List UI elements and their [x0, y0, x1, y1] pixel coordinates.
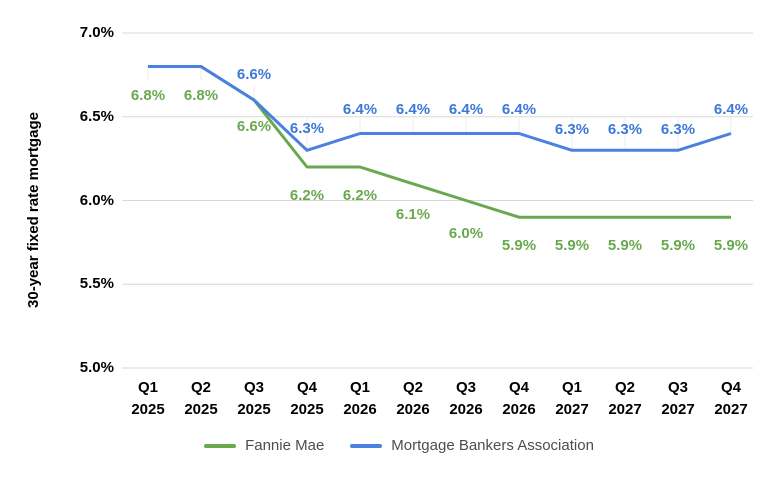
y-tick-label: 5.0%: [79, 359, 114, 376]
x-tick-label: Q4 2027: [714, 379, 748, 418]
data-label-fannie-mae: 6.1%: [395, 205, 431, 223]
data-label-fannie-mae: 5.9%: [501, 237, 537, 255]
series-line-mortgage-bankers-association: [148, 65, 732, 152]
data-label-mortgage-bankers: 6.4%: [342, 101, 378, 118]
x-tick-label: Q1 2025: [131, 379, 165, 418]
x-tick-label: Q4 2026: [502, 379, 536, 418]
mortgage-bankers-series-swatch-icon: [350, 444, 383, 448]
y-tick-label: 7.0%: [79, 24, 114, 41]
x-tick-label: Q3 2025: [237, 379, 271, 418]
legend-label-mortgage-bankers-association: Mortgage Bankers Association: [391, 437, 594, 454]
data-label-mortgage-bankers: 6.6%: [236, 66, 272, 83]
data-label-mortgage-bankers: 6.4%: [713, 100, 749, 118]
x-tick-label: Q3 2026: [449, 379, 483, 418]
fannie-mae-series-swatch-icon: [204, 444, 237, 448]
data-label-fannie-mae: 5.9%: [554, 237, 590, 255]
x-tick-label: Q3 2027: [661, 379, 695, 418]
data-label-fannie-mae: 6.2%: [289, 186, 325, 204]
data-label-fannie-mae: 5.9%: [607, 237, 643, 255]
data-label-fannie-mae: 5.9%: [713, 237, 749, 255]
x-tick-label: Q1 2027: [555, 379, 589, 418]
data-label-fannie-mae: 6.8%: [183, 86, 219, 104]
x-tick-label: Q2 2026: [396, 379, 430, 418]
data-label-mortgage-bankers: 6.3%: [554, 121, 590, 139]
data-label-mortgage-bankers: 6.3%: [660, 121, 696, 139]
data-label-mortgage-bankers: 6.4%: [448, 101, 484, 118]
data-label-mortgage-bankers: 6.3%: [289, 120, 325, 138]
y-tick-label: 6.5%: [79, 107, 114, 125]
y-tick-label: 6.0%: [79, 191, 114, 209]
legend-label-fannie-mae: Fannie Mae: [245, 437, 325, 454]
x-tick-label: Q4 2025: [290, 379, 324, 418]
x-tick-label: Q2 2025: [184, 379, 218, 418]
y-tick-label: 5.5%: [79, 275, 114, 293]
data-label-fannie-mae: 6.0%: [448, 224, 484, 242]
legend: Fannie Mae Mortgage Bankers Association: [0, 437, 776, 455]
legend-item-fannie-mae: Fannie Mae: [204, 437, 324, 455]
data-label-mortgage-bankers: 6.4%: [501, 101, 537, 118]
y-axis-title: 30-year fixed rate mortgage: [25, 112, 42, 308]
data-label-fannie-mae: 6.6%: [236, 118, 272, 135]
legend-item-mortgage-bankers-association: Mortgage Bankers Association: [350, 437, 594, 455]
data-label-mortgage-bankers: 6.3%: [607, 121, 643, 139]
data-label-fannie-mae: 5.9%: [660, 237, 696, 255]
x-tick-label: Q1 2026: [343, 379, 377, 418]
data-label-mortgage-bankers: 6.4%: [395, 101, 431, 118]
x-tick-label: Q2 2027: [608, 379, 642, 418]
data-label-fannie-mae: 6.8%: [130, 86, 166, 104]
data-label-fannie-mae: 6.2%: [342, 186, 378, 204]
